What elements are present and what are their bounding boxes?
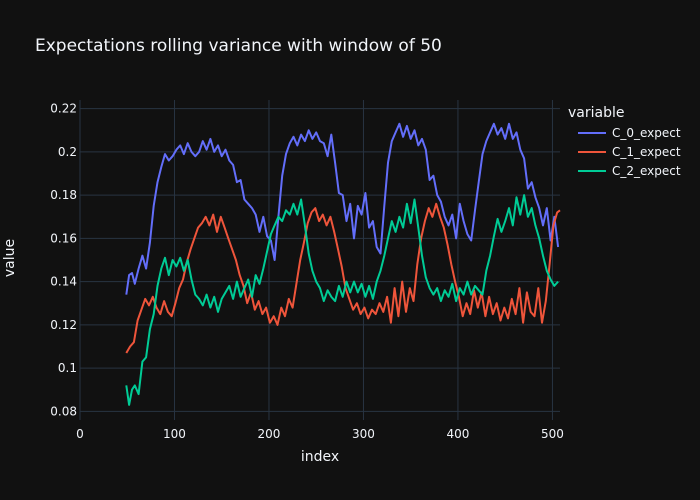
y-tick-label: 0.18 (50, 188, 77, 202)
y-axis-title: value (2, 239, 18, 277)
legend-item-C_1_expect[interactable]: C_1_expect (578, 145, 681, 159)
x-tick-label: 500 (541, 427, 564, 441)
x-tick-label: 100 (163, 427, 186, 441)
x-axis-title: index (301, 449, 339, 465)
y-tick-label: 0.08 (50, 404, 77, 418)
x-tick-label: 400 (446, 427, 469, 441)
gridlines (79, 100, 560, 420)
legend-label: C_0_expect (612, 126, 681, 140)
x-axis-ticks: 0 100 200 300 400 500 (76, 427, 564, 441)
y-tick-label: 0.12 (50, 318, 77, 332)
y-tick-label: 0.14 (50, 275, 77, 289)
y-tick-label: 0.16 (50, 231, 77, 245)
y-tick-label: 0.2 (58, 145, 77, 159)
chart-title: Expectations rolling variance with windo… (35, 36, 442, 56)
legend-label: C_2_expect (612, 164, 681, 178)
x-tick-label: 200 (258, 427, 281, 441)
x-tick-label: 0 (76, 427, 84, 441)
series-layer (125, 122, 561, 406)
legend-item-C_0_expect[interactable]: C_0_expect (578, 126, 681, 140)
legend-label: C_1_expect (612, 145, 681, 159)
series-line-C_2_expect[interactable] (125, 194, 559, 406)
y-axis-ticks: 0.08 0.1 0.12 0.14 0.16 0.18 0.2 0.22 (50, 102, 77, 419)
legend-title: variable (568, 105, 624, 121)
y-tick-label: 0.22 (50, 102, 77, 116)
series-line-C_0_expect[interactable] (125, 122, 560, 295)
legend-item-C_2_expect[interactable]: C_2_expect (578, 164, 681, 178)
series-line-C_1_expect[interactable] (125, 202, 561, 354)
plot-area (79, 100, 561, 420)
legend: variable C_0_expect C_1_expect C_2_expect (568, 105, 681, 178)
legend-items: C_0_expect C_1_expect C_2_expect (578, 126, 681, 178)
x-tick-label: 300 (352, 427, 375, 441)
y-tick-label: 0.1 (58, 361, 77, 375)
